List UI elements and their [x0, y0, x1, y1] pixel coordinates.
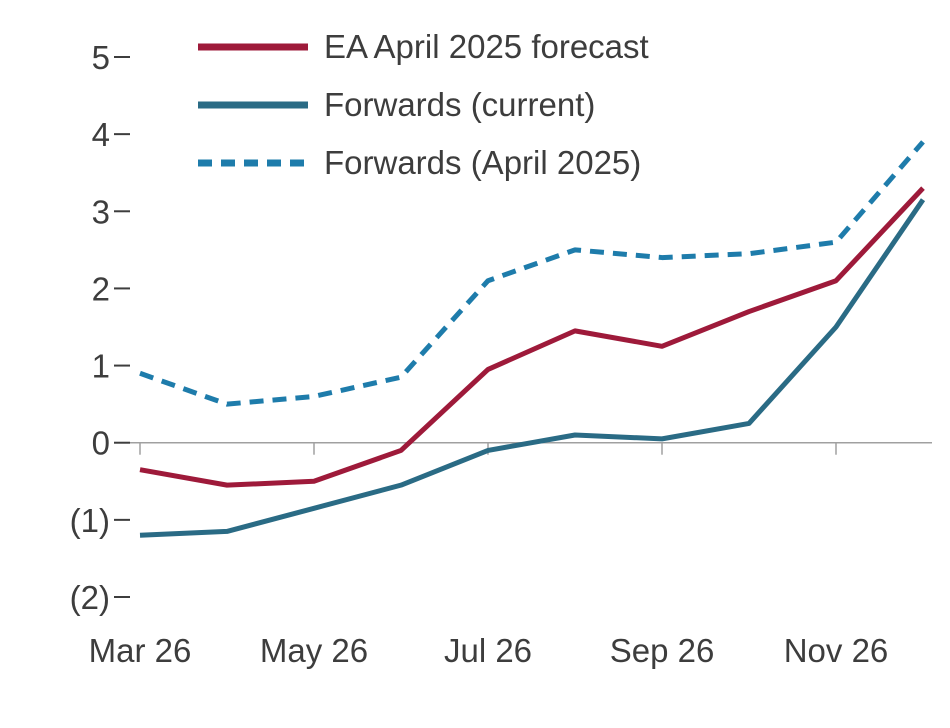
chart-legend: EA April 2025 forecast Forwards (current… — [198, 24, 649, 185]
y-axis-tick-label: 2 — [92, 270, 110, 307]
legend-label: Forwards (current) — [324, 85, 596, 123]
legend-label: Forwards (April 2025) — [324, 143, 642, 181]
x-axis-tick-label: Mar 26 — [89, 632, 192, 669]
x-axis-tick-label: Jul 26 — [444, 632, 532, 669]
legend-item-forwards-current: Forwards (current) — [198, 82, 649, 127]
x-axis-tick-label: May 26 — [260, 632, 368, 669]
y-axis-tick-label: 1 — [92, 348, 110, 385]
x-axis-tick-label: Nov 26 — [784, 632, 889, 669]
series-line-1 — [139, 198, 926, 538]
y-axis-tick-label: (2) — [70, 579, 110, 616]
series-line-0 — [139, 186, 925, 488]
legend-line-swatch — [198, 101, 308, 108]
legend-item-forwards-april: Forwards (April 2025) — [198, 140, 649, 185]
legend-item-ea-forecast: EA April 2025 forecast — [198, 24, 649, 69]
legend-label: EA April 2025 forecast — [324, 27, 649, 65]
legend-line-swatch — [198, 43, 308, 50]
y-axis-tick-label: 4 — [92, 116, 110, 153]
series-line-2 — [139, 140, 925, 407]
y-axis-tick-label: 3 — [92, 193, 110, 230]
y-axis-tick-label: 0 — [92, 425, 110, 462]
y-axis-tick-label: 5 — [92, 39, 110, 76]
y-axis-tick-label: (1) — [70, 502, 110, 539]
x-axis-tick-label: Sep 26 — [610, 632, 715, 669]
legend-line-swatch — [198, 159, 308, 166]
